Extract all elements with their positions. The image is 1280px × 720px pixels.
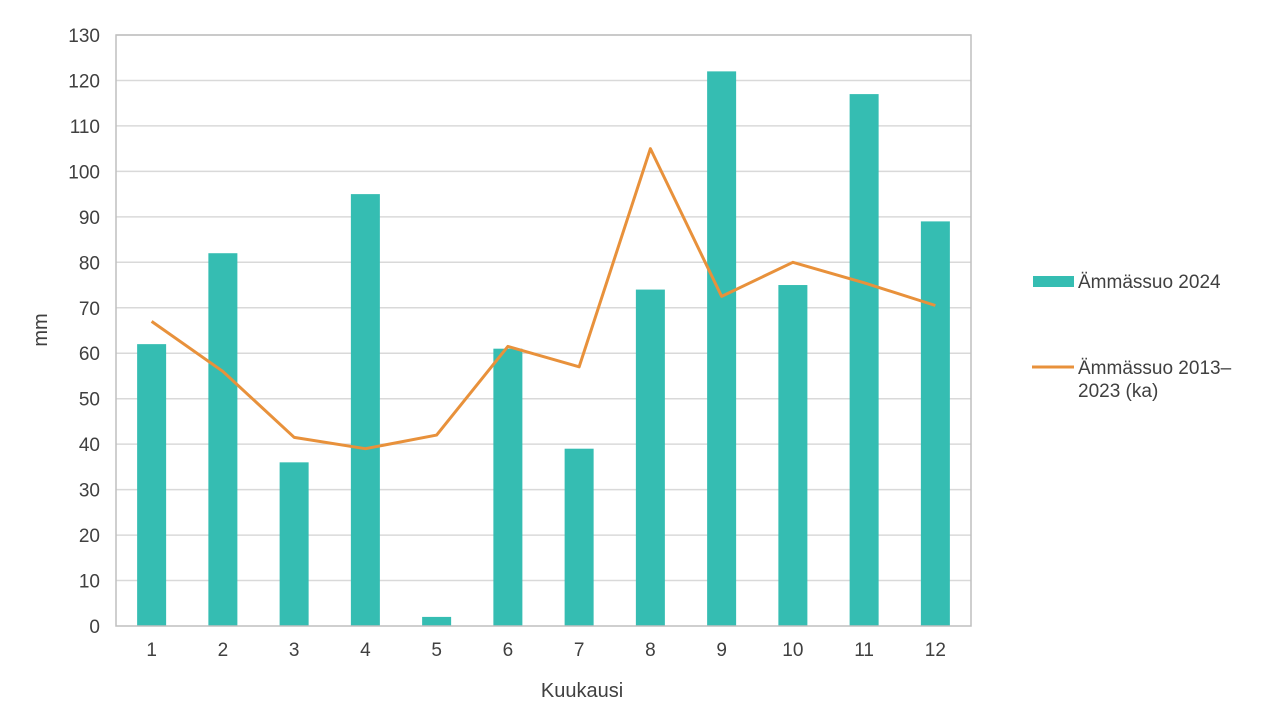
y-tick-label: 100 <box>68 162 100 183</box>
x-tick-label: 7 <box>574 640 585 661</box>
gridlines <box>116 34 971 582</box>
y-tick-label: 110 <box>70 117 100 138</box>
x-tick-label: 11 <box>854 640 874 661</box>
x-tick-label: 3 <box>289 640 300 661</box>
bar <box>137 344 167 626</box>
x-tick-label: 6 <box>503 640 514 661</box>
bar <box>493 348 523 626</box>
y-tick-label: 10 <box>79 572 100 593</box>
y-tick-label: 60 <box>79 344 100 365</box>
legend-label-line-part: 2023 (ka) <box>1078 381 1158 402</box>
x-tick-label: 2 <box>218 640 229 661</box>
y-tick-label: 90 <box>79 208 100 229</box>
legend-label-bar: Ämmässuo 2024 <box>1078 272 1221 293</box>
y-tick-label: 40 <box>79 435 100 456</box>
y-tick-label: 80 <box>79 253 100 274</box>
legend-swatch-bar <box>1033 276 1074 287</box>
x-tick-label: 12 <box>925 640 946 661</box>
bar <box>564 448 594 626</box>
x-tick-label: 4 <box>360 640 371 661</box>
y-axis-title: mm <box>30 313 52 346</box>
x-tick-label: 10 <box>782 640 803 661</box>
bar <box>279 462 309 626</box>
bar <box>350 194 380 626</box>
legend: Ämmässuo 2024 Ämmässuo 2013– 2023 (ka) <box>1032 272 1232 402</box>
y-tick-label: 50 <box>79 390 100 411</box>
legend-label-line: Ämmässuo 2013– 2023 (ka) <box>1078 358 1232 402</box>
bar <box>920 221 950 626</box>
x-tick-label: 5 <box>431 640 442 661</box>
bar <box>778 285 808 626</box>
x-axis-title: Kuukausi <box>541 680 623 702</box>
x-tick-label: 1 <box>146 640 157 661</box>
bar <box>707 71 737 626</box>
y-tick-label: 70 <box>79 299 100 320</box>
plot-frame <box>115 34 972 627</box>
y-tick-label: 120 <box>68 71 100 92</box>
bar-series <box>137 71 950 627</box>
x-tick-label: 9 <box>716 640 727 661</box>
line-series <box>150 147 936 451</box>
bar <box>422 616 452 626</box>
x-tick-label: 8 <box>645 640 656 661</box>
bar <box>208 253 238 626</box>
bar <box>635 289 665 626</box>
legend-label-line-part: Ämmässuo 2013– <box>1078 358 1232 379</box>
bar <box>849 94 879 627</box>
y-tick-label: 20 <box>79 526 100 547</box>
y-tick-label: 130 <box>68 26 100 47</box>
y-tick-label: 0 <box>89 617 100 638</box>
series-line <box>150 147 936 451</box>
y-tick-label: 30 <box>79 481 100 502</box>
